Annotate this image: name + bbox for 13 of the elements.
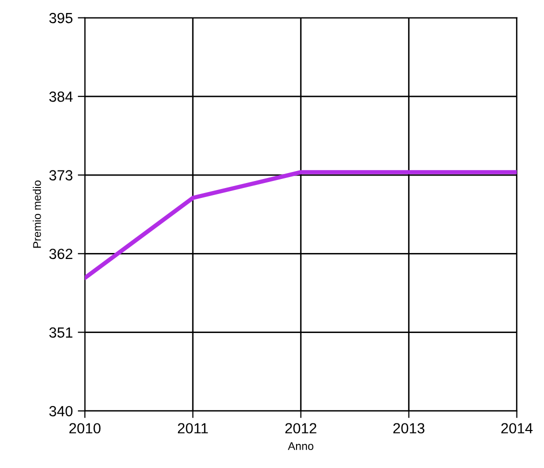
y-tick-label: 362	[49, 248, 72, 260]
x-tick-label: 2011	[178, 423, 208, 434]
y-tick-label: 384	[49, 92, 73, 102]
y-tick-label: 340	[49, 406, 72, 416]
y-tick-label: 351	[49, 327, 72, 338]
y-axis-title: Premio medio	[32, 180, 41, 248]
x-axis-title: Anno	[288, 442, 314, 450]
x-tick-label: 2012	[285, 423, 316, 434]
y-tick-label: 395	[49, 12, 72, 24]
x-tick-label: 2014	[501, 423, 533, 434]
y-tick-label: 373	[49, 170, 72, 180]
x-tick-label: 2010	[69, 423, 101, 434]
x-tick-label: 2013	[393, 423, 424, 434]
